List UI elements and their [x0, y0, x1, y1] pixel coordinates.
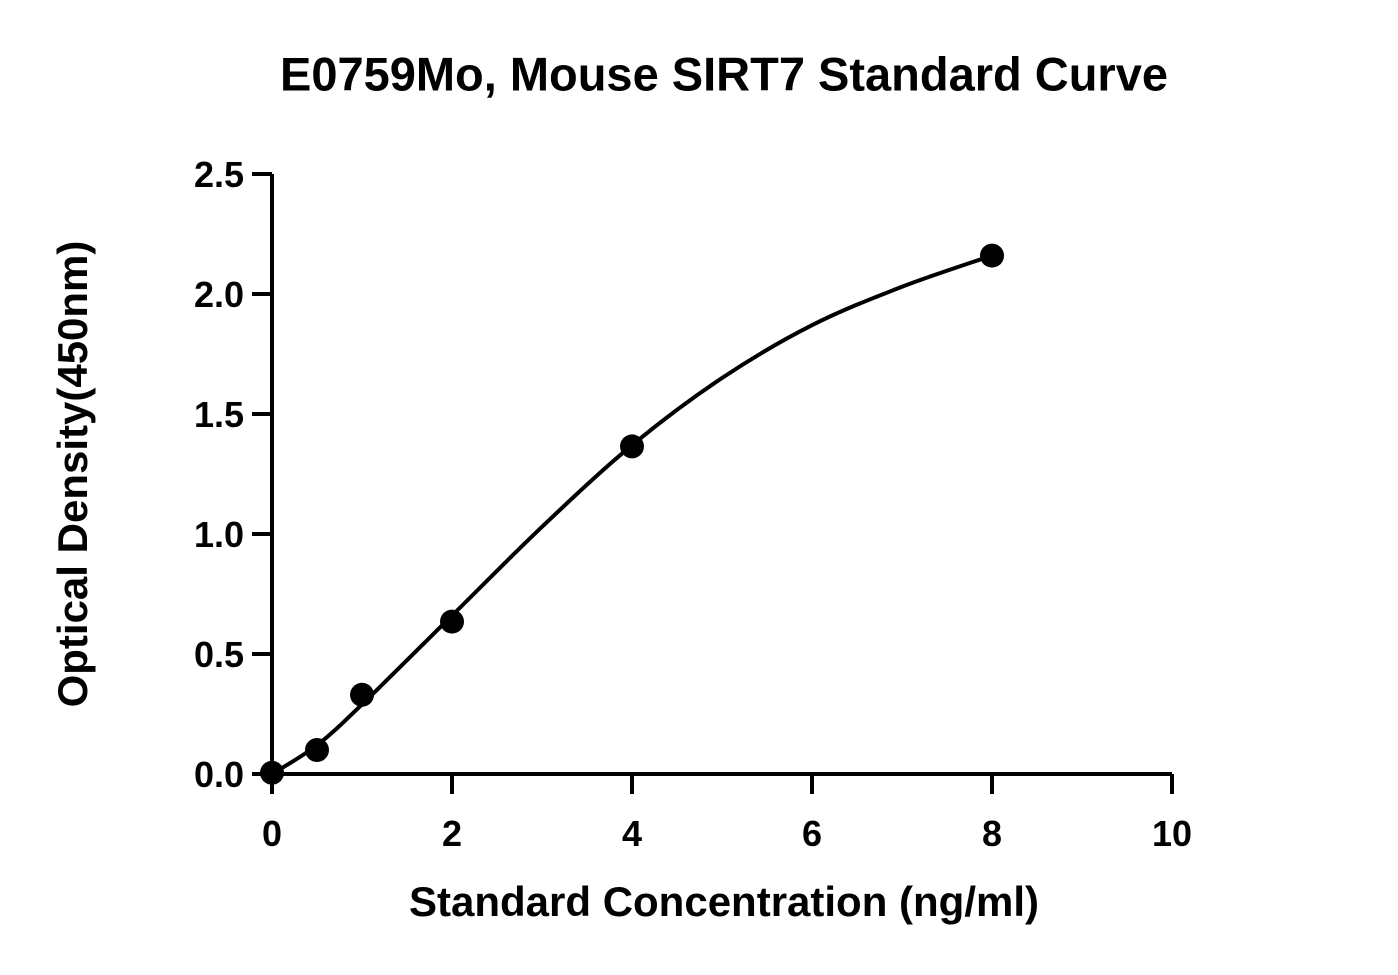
x-tick-label: 8 — [982, 813, 1002, 854]
y-tick-label: 0.5 — [194, 634, 244, 675]
data-point — [260, 760, 284, 785]
x-tick-label: 4 — [622, 813, 642, 854]
data-point — [980, 243, 1004, 268]
y-axis-label: Optical Density(450nm) — [49, 241, 96, 708]
y-tick-label: 2.0 — [194, 274, 244, 315]
y-tick-label: 1.0 — [194, 514, 244, 555]
y-tick-label: 0.0 — [194, 754, 244, 795]
data-point — [620, 434, 644, 459]
data-point — [305, 738, 329, 762]
x-tick-label: 10 — [1152, 813, 1192, 854]
x-axis-label: Standard Concentration (ng/ml) — [409, 878, 1039, 925]
y-tick-label: 1.5 — [194, 394, 244, 435]
fit-curve — [270, 253, 993, 776]
x-tick-label: 6 — [802, 813, 822, 854]
chart-title: E0759Mo, Mouse SIRT7 Standard Curve — [280, 47, 1168, 100]
y-tick-label: 2.5 — [194, 154, 244, 195]
x-tick-label: 2 — [442, 813, 462, 854]
data-point — [350, 682, 374, 707]
data-point — [440, 609, 464, 634]
x-tick-label: 0 — [262, 813, 282, 854]
